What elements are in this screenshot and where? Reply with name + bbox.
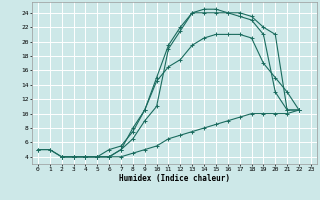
X-axis label: Humidex (Indice chaleur): Humidex (Indice chaleur) bbox=[119, 174, 230, 183]
